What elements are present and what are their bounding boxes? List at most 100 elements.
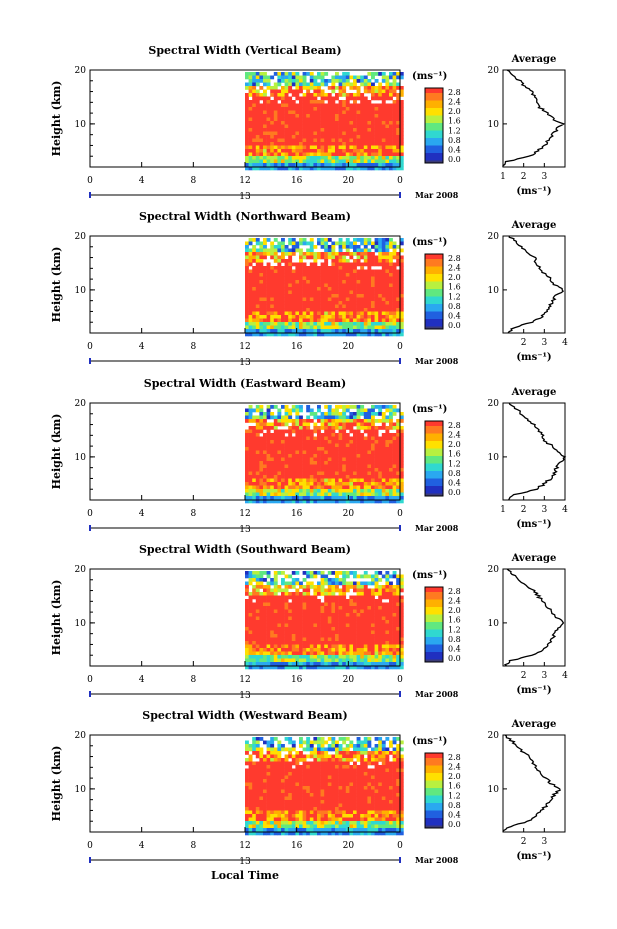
heatmap-cell [295, 408, 300, 413]
heatmap-cell [255, 166, 260, 171]
heatmap-cell [291, 301, 296, 305]
heatmap-cell [335, 574, 339, 579]
heatmap-cell [335, 304, 339, 309]
heatmap-cell [345, 426, 350, 430]
heatmap-cell [313, 269, 318, 274]
heatmap-cell [381, 422, 386, 427]
heatmap-cell [378, 163, 383, 167]
heatmap-cell [281, 627, 285, 631]
heatmap-cell [371, 475, 375, 479]
heatmap-cell [255, 658, 260, 663]
heatmap-cell [248, 121, 253, 125]
heatmap-cell [392, 103, 397, 108]
heatmap-cell [273, 405, 278, 409]
heatmap-cell [259, 315, 264, 319]
heatmap-cell [295, 613, 300, 617]
heatmap-cell [284, 599, 289, 603]
heatmap-cell [331, 259, 336, 263]
heatmap-cell [385, 588, 390, 593]
heatmap-cell [259, 294, 264, 298]
heatmap-cell [331, 325, 336, 330]
heatmap-cell [331, 440, 336, 444]
heatmap-cell [335, 311, 339, 316]
heatmap-cell [295, 578, 300, 582]
heatmap-cell [360, 138, 365, 143]
heatmap-cell [363, 248, 368, 253]
heatmap-cell [295, 634, 300, 638]
heatmap-cell [291, 651, 296, 656]
heatmap-cell [259, 412, 264, 416]
heatmap-cell [299, 665, 303, 670]
heatmap-cell [399, 332, 404, 337]
heatmap-cell [392, 248, 397, 253]
heatmap-cell [324, 128, 329, 132]
heatmap-cell [320, 464, 325, 469]
heatmap-cell [252, 163, 257, 167]
heatmap-cell [313, 644, 318, 649]
heatmap-cell [302, 637, 307, 642]
heatmap-cell [345, 241, 350, 246]
heatmap-cell [396, 433, 401, 437]
heatmap-cell [273, 422, 278, 427]
heatmap-cell [371, 117, 375, 122]
colorbar-swatch [425, 148, 443, 151]
heatmap-cell [367, 665, 372, 670]
heatmap-cell [306, 454, 311, 458]
heatmap-cell [389, 311, 393, 316]
heatmap-cell [345, 166, 350, 171]
heatmap-cell [345, 433, 350, 437]
heatmap-cell [259, 602, 264, 607]
heatmap-cell [277, 485, 282, 490]
colorbar: 2.82.42.01.61.20.80.40.0 [424, 586, 461, 663]
heatmap-cell [353, 616, 357, 621]
heatmap-cell [248, 103, 253, 108]
heatmap-cell [259, 318, 264, 323]
heatmap-cell [324, 114, 329, 118]
heatmap-cell [295, 599, 300, 603]
heatmap-cell [313, 485, 318, 490]
heatmap-cell [309, 571, 314, 575]
heatmap-cell [396, 737, 401, 741]
heatmap-cell [324, 297, 329, 302]
heatmap-cell [335, 294, 339, 298]
heatmap-cell [367, 602, 372, 607]
heatmap-cell [291, 75, 296, 80]
heatmap-cell [284, 585, 289, 589]
heatmap-cell [356, 152, 361, 157]
heatmap-cell [309, 297, 314, 302]
heatmap-cell [270, 492, 275, 497]
heatmap-cell [349, 475, 354, 479]
heatmap-cell [367, 492, 372, 497]
heatmap-cell [342, 86, 347, 90]
heatmap-cell [295, 447, 300, 451]
heatmap-cell [284, 616, 289, 621]
heatmap-cell [353, 266, 357, 270]
heatmap-cell [299, 440, 303, 444]
heatmap-cell [345, 311, 350, 316]
heatmap-cell [273, 124, 278, 129]
heatmap-cell [248, 440, 253, 444]
heatmap-cell [320, 447, 325, 451]
heatmap-cell [266, 131, 271, 136]
heatmap-cell [266, 496, 271, 500]
colorbar-frame [424, 420, 444, 497]
heatmap-cell [356, 110, 361, 115]
heatmap-cell [270, 107, 275, 111]
heatmap-cell [320, 485, 325, 490]
heatmap-cell [399, 468, 404, 472]
heatmap-cell [317, 311, 321, 316]
heatmap-cell [381, 623, 386, 628]
heatmap-cell [320, 166, 325, 171]
heatmap-cell [327, 273, 332, 277]
heatmap-cell [299, 163, 303, 167]
heatmap-cell [342, 658, 347, 663]
heatmap-cell [259, 592, 264, 596]
heatmap-cell [288, 478, 293, 483]
heatmap-cell [306, 283, 311, 288]
heatmap-cell [356, 623, 361, 628]
heatmap-cell [378, 82, 383, 87]
heatmap-cell [306, 602, 311, 607]
heatmap-cell [360, 124, 365, 129]
heatmap-cell [277, 662, 282, 666]
